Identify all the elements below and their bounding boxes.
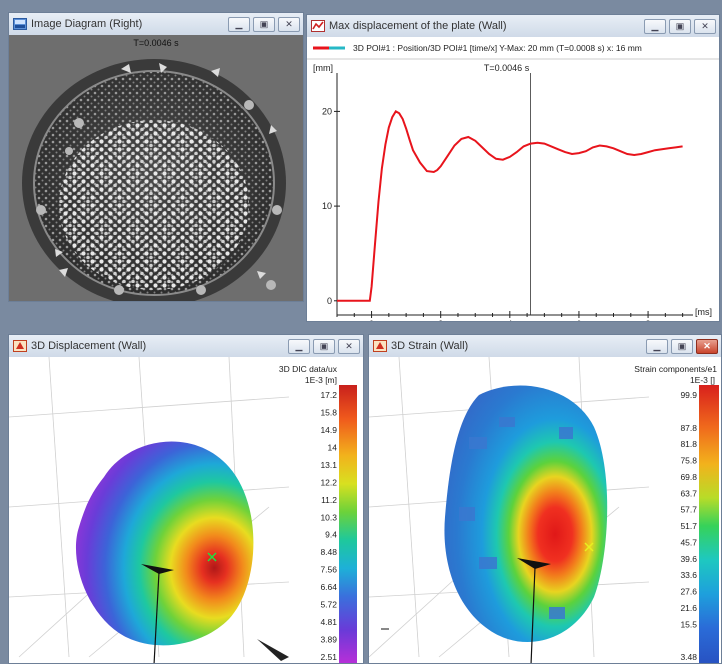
scale-label: 17.2 <box>320 390 337 400</box>
scale-label: 4.81 <box>320 617 337 627</box>
close-button[interactable]: ✕ <box>694 18 716 34</box>
y-tick-label: 10 <box>322 201 332 211</box>
strain-axis-line <box>530 566 536 663</box>
displacement-shadow <box>257 639 289 661</box>
strain-title: 3D Strain (Wall) <box>391 340 469 352</box>
scale-label: 11.2 <box>321 495 337 505</box>
scale-label: 3.89 <box>320 635 337 645</box>
scale-label: 13.1 <box>320 460 337 470</box>
speckle-image: T=0.0046 s <box>9 35 303 301</box>
max-displacement-window[interactable]: Max displacement of the plate (Wall) ▁ ▣… <box>306 14 720 322</box>
y-tick-label: 0 <box>327 296 332 306</box>
displacement-title: 3D Displacement (Wall) <box>31 340 147 352</box>
scale-label: 14 <box>328 442 338 452</box>
displacement-3d-view[interactable]: 3D DIC data/ux 1E-3 [m] 17.2 15.8 14.9 14 13… <box>9 356 363 664</box>
displacement-scale-title: 3D DIC data/ux <box>279 364 338 374</box>
displacement-scale-unit: 1E-3 [m] <box>305 375 337 385</box>
displacement-window[interactable]: 3D Displacement (Wall) ▁ ▣ ✕ <box>8 334 364 664</box>
minimize-button[interactable]: ▁ <box>646 338 668 354</box>
strain-scale-unit: 1E-3 [] <box>690 375 715 385</box>
x-axis-unit: [ms] <box>695 307 712 317</box>
x-tick-label: 6 <box>576 319 581 321</box>
scale-label: 57.7 <box>680 505 697 515</box>
image-timestamp: T=0.0046 s <box>133 38 179 48</box>
scale-label: 3.48 <box>680 652 697 662</box>
strain-3d-view[interactable]: Strain components/e1 1E-3 [] 99.9 87.8 81.… <box>369 356 721 664</box>
chart-body: 3D POI#1 : Position/3D POI#1 [time/x] Y-… <box>307 37 719 321</box>
scale-label: 5.72 <box>320 600 337 610</box>
scale-label: 33.6 <box>680 570 697 580</box>
line-chart[interactable]: 3D POI#1 : Position/3D POI#1 [time/x] Y-… <box>307 37 719 321</box>
chart-legend: 3D POI#1 : Position/3D POI#1 [time/x] Y-… <box>353 43 642 53</box>
y-tick-label: 20 <box>322 106 332 116</box>
scale-label: 63.7 <box>680 488 697 498</box>
strain-window[interactable]: 3D Strain (Wall) ▁ ▣ ✕ <box>368 334 722 664</box>
minimize-button[interactable]: ▁ <box>644 18 666 34</box>
maximize-button[interactable]: ▣ <box>671 338 693 354</box>
y-axis-unit: [mm] <box>313 63 333 73</box>
maximize-button[interactable]: ▣ <box>669 18 691 34</box>
x-tick-label: 2 <box>438 319 443 321</box>
image-diagram-titlebar[interactable]: Image Diagram (Right) ▁ ▣ ✕ <box>9 13 303 35</box>
scale-label: 39.6 <box>680 554 697 564</box>
strain-colorbar <box>699 385 719 663</box>
image-diagram-title: Image Diagram (Right) <box>31 18 143 30</box>
scale-label: 27.6 <box>680 587 697 597</box>
scale-label: 87.8 <box>680 423 697 433</box>
scale-label: 21.6 <box>680 603 697 613</box>
displacement-colorbar <box>339 385 357 663</box>
close-button[interactable]: ✕ <box>338 338 360 354</box>
minimize-button[interactable]: ▁ <box>288 338 310 354</box>
strain-scale-title: Strain components/e1 <box>634 364 717 374</box>
strain-probe <box>517 558 551 569</box>
strain-field <box>444 385 608 642</box>
displacement-body: 3D DIC data/ux 1E-3 [m] 17.2 15.8 14.9 14 13… <box>9 356 363 664</box>
scale-label: 51.7 <box>680 521 697 531</box>
scale-label: 81.8 <box>680 439 697 449</box>
close-button[interactable]: ✕ <box>278 16 300 32</box>
maximize-button[interactable]: ▣ <box>313 338 335 354</box>
scale-label: 15.5 <box>680 619 697 629</box>
displacement-axis-line <box>153 571 160 663</box>
scale-label: 99.9 <box>680 390 697 400</box>
scale-label: 10.3 <box>320 512 337 522</box>
displacement-field <box>75 441 254 646</box>
displacement-series-line <box>337 110 683 302</box>
max-displacement-title: Max displacement of the plate (Wall) <box>329 20 507 32</box>
scale-label: 75.8 <box>680 456 697 466</box>
displacement-titlebar[interactable]: 3D Displacement (Wall) ▁ ▣ ✕ <box>9 335 363 357</box>
displacement-probe <box>141 564 174 574</box>
scale-label: 45.7 <box>680 537 697 547</box>
x-tick-label: 8 <box>646 319 651 321</box>
scale-label: 2.51 <box>320 652 337 662</box>
3d-window-icon <box>13 340 27 352</box>
scale-label: 15.8 <box>320 407 337 417</box>
x-tick-label: 0 <box>369 319 374 321</box>
minimize-button[interactable]: ▁ <box>228 16 250 32</box>
displacement-marker <box>207 552 217 562</box>
image-diagram-body: T=0.0046 s <box>9 35 303 301</box>
scale-label: 9.4 <box>325 530 337 540</box>
scale-label: 12.2 <box>320 477 337 487</box>
chart-window-icon <box>311 20 325 32</box>
scale-label: 69.8 <box>680 472 697 482</box>
scale-label: 14.9 <box>320 425 337 435</box>
strain-marker <box>584 542 594 552</box>
image-diagram-window[interactable]: Image Diagram (Right) ▁ ▣ ✕ <box>8 12 304 302</box>
x-tick-label: 4 <box>507 319 512 321</box>
scale-label: 8.48 <box>320 547 337 557</box>
close-button[interactable]: ✕ <box>696 338 718 354</box>
image-diagram-icon <box>13 18 27 30</box>
scale-label: 6.64 <box>320 582 337 592</box>
3d-window-icon <box>373 340 387 352</box>
cursor-label: T=0.0046 s <box>484 63 530 73</box>
strain-titlebar[interactable]: 3D Strain (Wall) ▁ ▣ ✕ <box>369 335 721 357</box>
max-displacement-titlebar[interactable]: Max displacement of the plate (Wall) ▁ ▣… <box>307 15 719 37</box>
scale-label: 7.56 <box>320 565 337 575</box>
maximize-button[interactable]: ▣ <box>253 16 275 32</box>
strain-body: Strain components/e1 1E-3 [] 99.9 87.8 81.… <box>369 356 721 664</box>
